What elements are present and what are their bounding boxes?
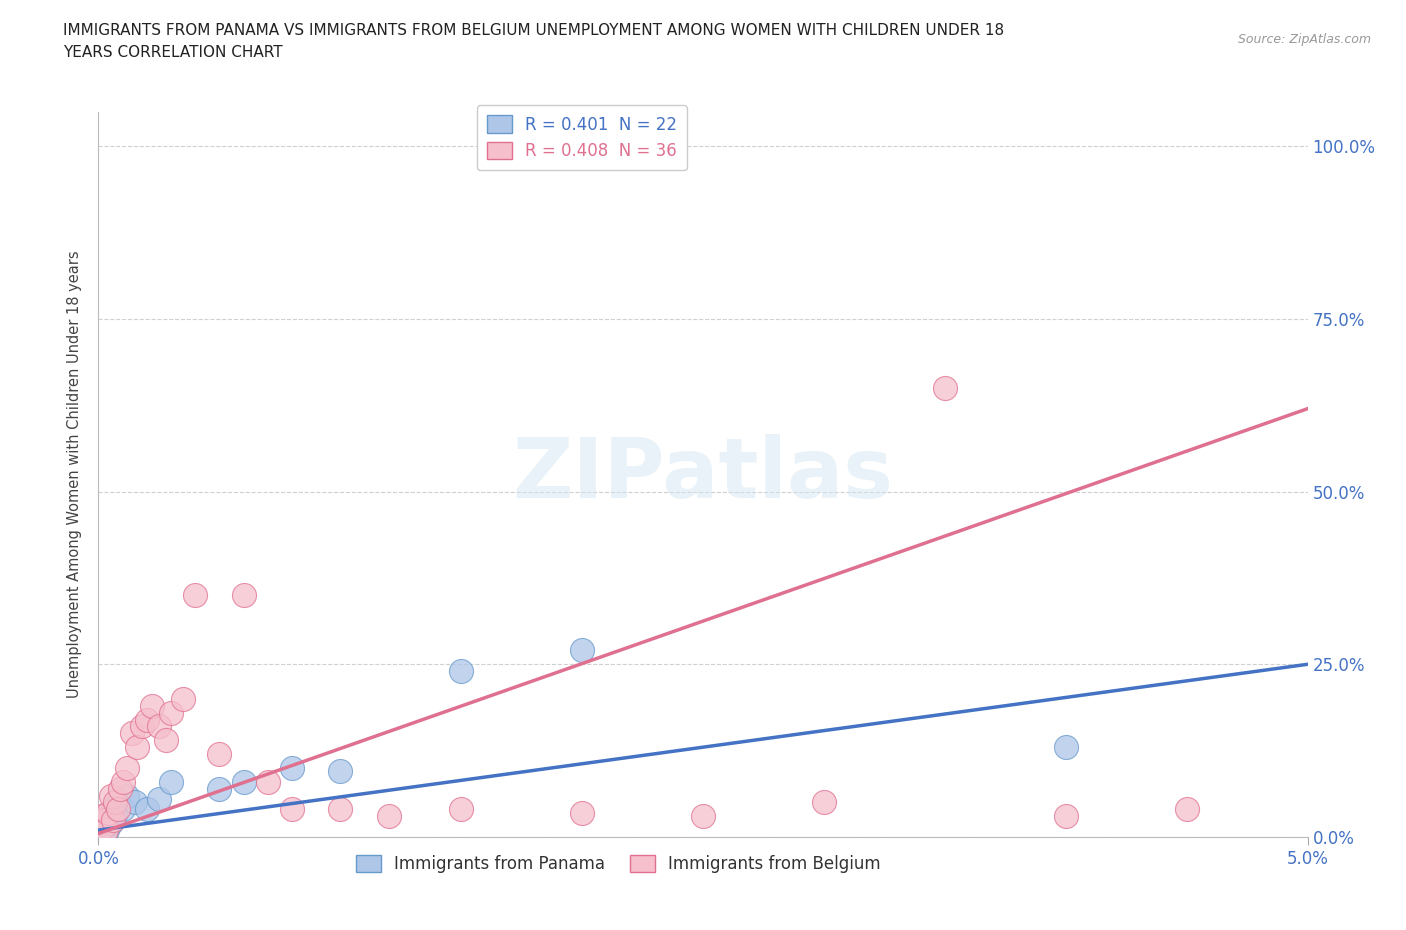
Point	[329, 802, 352, 817]
Point	[90, 816, 112, 830]
Point	[160, 775, 183, 790]
Point	[256, 775, 278, 790]
Point	[111, 775, 134, 790]
Point	[329, 764, 352, 778]
Point	[135, 802, 157, 817]
Point	[1175, 802, 1198, 817]
Point	[96, 823, 118, 838]
Point	[91, 819, 114, 834]
Point	[184, 588, 207, 603]
Point	[97, 809, 120, 824]
Text: IMMIGRANTS FROM PANAMA VS IMMIGRANTS FROM BELGIUM UNEMPLOYMENT AMONG WOMEN WITH : IMMIGRANTS FROM PANAMA VS IMMIGRANTS FRO…	[63, 23, 1004, 60]
Point	[692, 809, 714, 824]
Point	[107, 802, 129, 817]
Point	[97, 805, 120, 820]
Text: Source: ZipAtlas.com: Source: ZipAtlas.com	[1237, 33, 1371, 46]
Point	[135, 712, 157, 727]
Point	[100, 816, 122, 830]
Point	[108, 781, 131, 796]
Point	[148, 791, 170, 806]
Point	[571, 643, 593, 658]
Point	[104, 795, 127, 810]
Point	[450, 664, 472, 679]
Point	[124, 795, 146, 810]
Point	[107, 795, 129, 810]
Point	[155, 733, 177, 748]
Point	[117, 761, 139, 776]
Point	[1054, 809, 1077, 824]
Point	[91, 809, 114, 824]
Point	[208, 747, 231, 762]
Point	[104, 809, 127, 824]
Point	[127, 739, 149, 754]
Point	[101, 802, 124, 817]
Point	[111, 802, 134, 817]
Y-axis label: Unemployment Among Women with Children Under 18 years: Unemployment Among Women with Children U…	[67, 250, 83, 698]
Point	[232, 775, 254, 790]
Point	[94, 812, 117, 827]
Point	[141, 698, 163, 713]
Point	[571, 805, 593, 820]
Point	[101, 812, 124, 827]
Text: ZIPatlas: ZIPatlas	[513, 433, 893, 515]
Point	[131, 719, 153, 734]
Point	[160, 705, 183, 720]
Point	[121, 726, 143, 741]
Point	[934, 380, 956, 395]
Point	[1054, 739, 1077, 754]
Point	[208, 781, 231, 796]
Point	[377, 809, 399, 824]
Point	[172, 691, 194, 706]
Point	[100, 788, 122, 803]
Point	[281, 761, 304, 776]
Point	[93, 812, 115, 827]
Point	[148, 719, 170, 734]
Point	[117, 788, 139, 803]
Point	[232, 588, 254, 603]
Legend: Immigrants from Panama, Immigrants from Belgium: Immigrants from Panama, Immigrants from …	[349, 848, 887, 880]
Point	[281, 802, 304, 817]
Point	[813, 795, 835, 810]
Point	[94, 823, 117, 838]
Point	[93, 819, 115, 834]
Point	[91, 816, 114, 830]
Point	[450, 802, 472, 817]
